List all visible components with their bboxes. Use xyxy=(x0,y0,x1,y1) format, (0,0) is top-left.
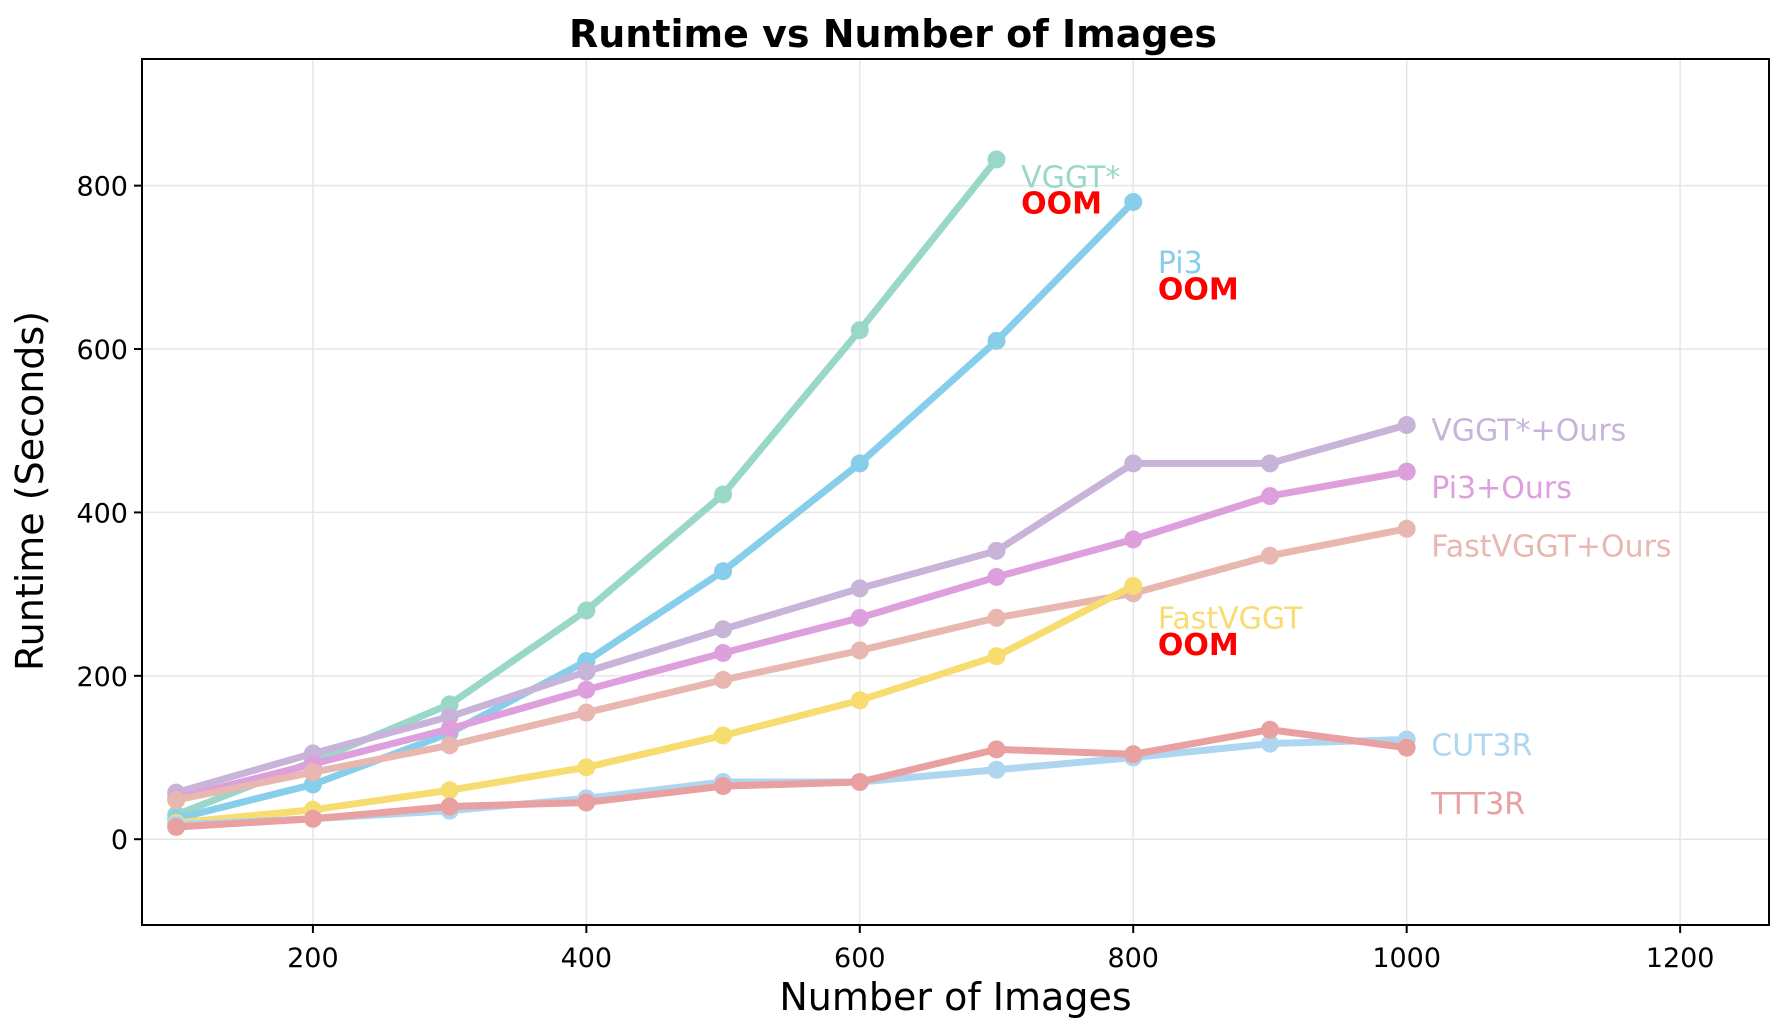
data-point xyxy=(1397,462,1416,481)
data-point xyxy=(440,781,459,800)
data-point xyxy=(1124,576,1143,595)
series-line xyxy=(172,726,1411,831)
data-point xyxy=(987,760,1006,779)
data-point xyxy=(850,321,869,340)
data-point xyxy=(714,485,733,504)
x-tick-label: 800 xyxy=(1107,943,1159,974)
series-label: CUT3R xyxy=(1431,728,1532,763)
x-tick-label: 1000 xyxy=(1372,943,1441,974)
data-point xyxy=(714,562,733,581)
series-pi3 xyxy=(167,192,1143,828)
data-point xyxy=(987,647,1006,666)
y-tick-label: 600 xyxy=(76,335,128,366)
data-point xyxy=(714,726,733,745)
data-point xyxy=(577,601,596,620)
data-point xyxy=(440,736,459,755)
series-fastvggt-ours xyxy=(167,519,1416,810)
data-point xyxy=(303,809,322,828)
data-point xyxy=(850,608,869,627)
chart-title: Runtime vs Number of Images xyxy=(568,12,1217,56)
y-tick-label: 0 xyxy=(111,825,128,856)
y-tick-label: 400 xyxy=(76,498,128,529)
oom-annotation: OOM xyxy=(1021,187,1102,222)
series-label: FastVGGT+Ours xyxy=(1431,530,1671,565)
series-line xyxy=(172,198,1137,823)
data-point xyxy=(1124,530,1143,549)
data-point xyxy=(1260,487,1279,506)
data-point xyxy=(1260,734,1279,753)
oom-annotation: OOM xyxy=(1158,272,1239,307)
data-point xyxy=(987,567,1006,586)
series-label: Pi3+Ours xyxy=(1431,471,1572,506)
data-point xyxy=(1397,738,1416,757)
x-tick-label: 1200 xyxy=(1646,943,1715,974)
data-point xyxy=(1124,745,1143,764)
series-ttt3r xyxy=(167,720,1416,836)
data-point xyxy=(303,763,322,782)
data-point xyxy=(714,620,733,639)
data-point xyxy=(440,719,459,738)
annotations-layer: VGGT*OOMPi3OOMVGGT*+OursPi3+OursFastVGGT… xyxy=(1021,160,1671,822)
oom-annotation: OOM xyxy=(1158,628,1239,663)
y-tick-label: 200 xyxy=(76,662,128,693)
x-axis-label: Number of Images xyxy=(779,975,1132,1019)
data-point xyxy=(987,740,1006,759)
data-point xyxy=(987,331,1006,350)
series-label: Pi3 xyxy=(1158,246,1203,281)
data-point xyxy=(577,680,596,699)
data-point xyxy=(1260,546,1279,565)
grid-lines xyxy=(142,59,1769,925)
x-tick-label: 600 xyxy=(834,943,886,974)
data-point xyxy=(577,703,596,722)
data-point xyxy=(167,817,186,836)
data-point xyxy=(850,773,869,792)
data-point xyxy=(850,641,869,660)
data-point xyxy=(1260,720,1279,739)
y-tick-label: 800 xyxy=(76,172,128,203)
series-label: FastVGGT xyxy=(1158,602,1303,637)
series-line xyxy=(172,468,1411,802)
data-point xyxy=(1260,454,1279,473)
series-label: VGGT* xyxy=(1021,160,1120,195)
series-line xyxy=(172,421,1411,797)
data-point xyxy=(850,454,869,473)
data-point xyxy=(714,670,733,689)
data-point xyxy=(714,643,733,662)
data-point xyxy=(1397,416,1416,435)
data-point xyxy=(714,777,733,796)
data-point xyxy=(850,579,869,598)
series-label: VGGT*+Ours xyxy=(1431,414,1626,449)
axis-ticks: 200 400 600 800 1000 1200 0 200 400 600 800 xyxy=(76,172,1714,974)
x-tick-label: 400 xyxy=(561,943,613,974)
data-point xyxy=(1124,192,1143,211)
series-label: TTT3R xyxy=(1430,787,1525,822)
data-point xyxy=(1124,454,1143,473)
plot-frame xyxy=(141,58,1770,926)
data-point xyxy=(577,793,596,812)
data-point xyxy=(577,662,596,681)
data-point xyxy=(167,791,186,810)
series-line xyxy=(172,582,1137,827)
data-point xyxy=(850,691,869,710)
series-layer xyxy=(167,150,1416,836)
data-point xyxy=(440,797,459,816)
data-point xyxy=(1397,519,1416,538)
data-point xyxy=(987,150,1006,169)
data-point xyxy=(987,608,1006,627)
x-tick-label: 200 xyxy=(287,943,339,974)
data-point xyxy=(577,758,596,777)
series-line xyxy=(172,525,1411,804)
data-point xyxy=(987,541,1006,560)
